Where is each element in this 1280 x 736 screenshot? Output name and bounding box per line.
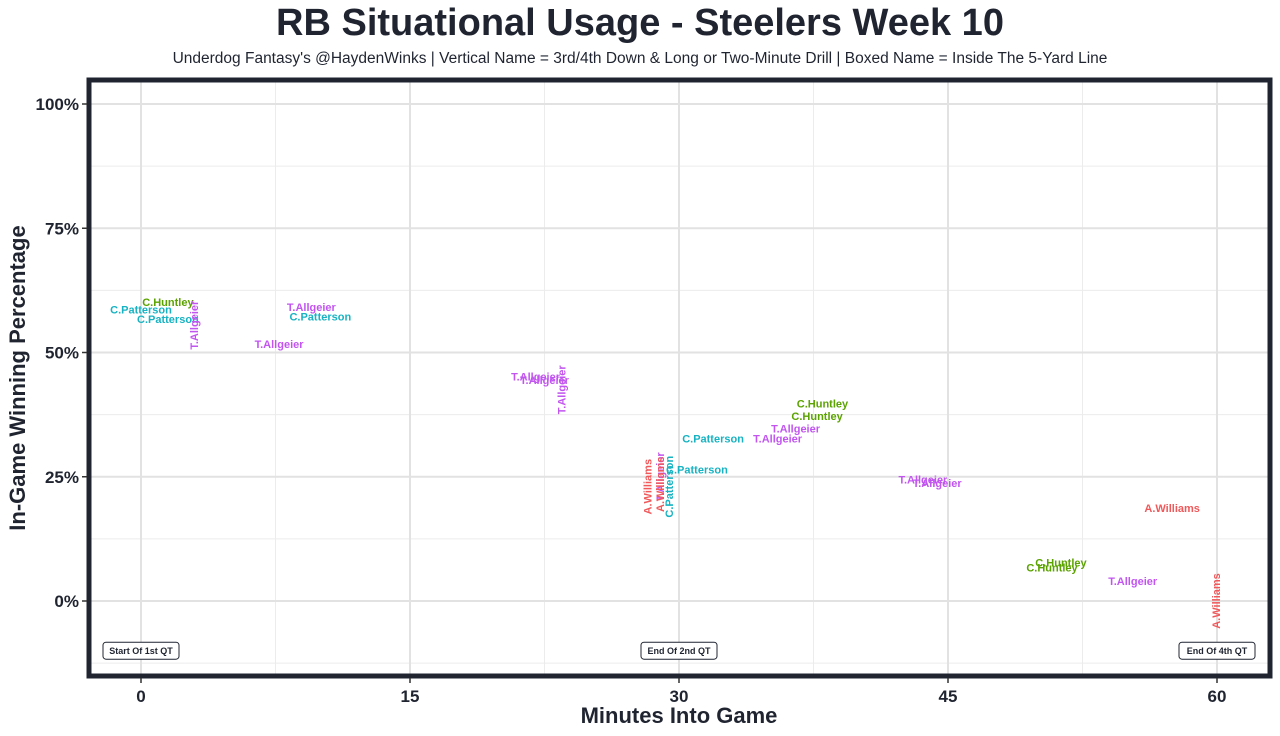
quarter-annotation: Start Of 1st QT bbox=[102, 641, 180, 660]
player-label: C.Patterson bbox=[666, 464, 728, 476]
chart-title: RB Situational Usage - Steelers Week 10 bbox=[276, 2, 1004, 44]
player-label: C.Patterson bbox=[110, 304, 172, 316]
annotation-label: End Of 4th QT bbox=[1187, 646, 1248, 656]
x-tick-label: 30 bbox=[670, 687, 689, 706]
player-label: C.Patterson bbox=[664, 456, 676, 518]
x-tick-label: 0 bbox=[136, 687, 145, 706]
x-axis-label: Minutes Into Game bbox=[581, 703, 778, 728]
player-label: T.Allgeier bbox=[520, 375, 570, 387]
player-label: C.Huntley bbox=[797, 399, 849, 411]
annotation-box bbox=[640, 641, 718, 660]
annotation-label: Start Of 1st QT bbox=[109, 646, 173, 656]
player-label: T.Allgeier bbox=[753, 433, 803, 445]
y-axis-label: In-Game Winning Percentage bbox=[5, 225, 30, 530]
player-label: A.Williams bbox=[1144, 503, 1200, 515]
player-label: C.Huntley bbox=[1035, 558, 1087, 570]
grid-lines bbox=[89, 80, 1270, 676]
player-label: C.Huntley bbox=[142, 297, 194, 309]
y-tick-label: 75% bbox=[45, 219, 79, 238]
player-labels: C.HuntleyC.PattersonC.PattersonT.Allgeie… bbox=[110, 297, 1223, 629]
player-label: C.Huntley bbox=[1026, 563, 1078, 575]
player-label: C.Patterson bbox=[682, 433, 744, 445]
y-axis-ticks: 0% 25% 50% 75% 100% bbox=[36, 95, 87, 611]
player-label: T.Allgeier bbox=[556, 365, 568, 415]
player-label: C.Patterson bbox=[137, 314, 199, 326]
x-tick-label: 45 bbox=[939, 687, 958, 706]
player-label: T.Allgeier bbox=[189, 300, 201, 350]
player-label: T.Allgeier bbox=[511, 371, 561, 383]
quarter-annotation: End Of 2nd QT bbox=[640, 641, 718, 660]
y-tick-label: 25% bbox=[45, 468, 79, 487]
annotation-label: End Of 2nd QT bbox=[648, 646, 711, 656]
player-label: C.Patterson bbox=[289, 312, 351, 324]
chart-subtitle: Underdog Fantasy's @HaydenWinks | Vertic… bbox=[172, 50, 1108, 67]
x-tick-label: 60 bbox=[1208, 687, 1227, 706]
player-label: T.Allgeier bbox=[1108, 576, 1158, 588]
player-label: A.Williams bbox=[1211, 573, 1223, 629]
player-label: T.Allgeier bbox=[287, 302, 337, 314]
player-label: T.Allgeier bbox=[771, 424, 821, 436]
quarter-annotations: Start Of 1st QT End Of 2nd QT End Of 4th Q… bbox=[102, 641, 1256, 660]
player-label: T.Allgeier bbox=[255, 339, 305, 351]
player-label: T.Allgeier bbox=[898, 475, 948, 487]
player-label: A.Williams bbox=[655, 456, 667, 512]
player-label: A.Williams bbox=[643, 459, 655, 515]
annotation-box bbox=[1178, 641, 1256, 660]
x-axis-ticks: 0 15 30 45 60 bbox=[136, 678, 1226, 706]
player-label: C.Huntley bbox=[791, 411, 843, 423]
x-tick-label: 15 bbox=[401, 687, 420, 706]
player-label: T.Allgeier bbox=[913, 478, 963, 490]
player-label: T.Allgeier bbox=[655, 452, 667, 502]
y-tick-label: 100% bbox=[36, 95, 79, 114]
quarter-annotation: End Of 4th QT bbox=[1178, 641, 1256, 660]
annotation-box bbox=[102, 641, 180, 660]
y-tick-label: 0% bbox=[54, 592, 79, 611]
y-tick-label: 50% bbox=[45, 344, 79, 363]
plot-panel-border bbox=[86, 77, 1273, 679]
